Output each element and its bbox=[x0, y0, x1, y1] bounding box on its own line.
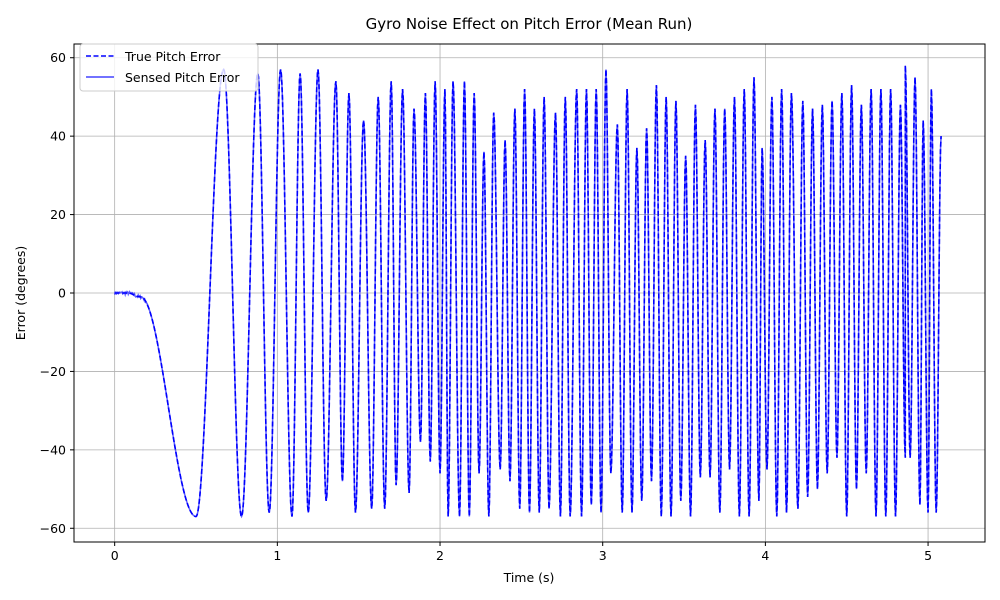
y-axis-title: Error (degrees) bbox=[13, 246, 28, 341]
legend-label-sensed: Sensed Pitch Error bbox=[125, 70, 240, 85]
legend: True Pitch Error Sensed Pitch Error bbox=[79, 43, 259, 92]
y-tick-label: 60 bbox=[50, 50, 66, 65]
x-tick-label: 5 bbox=[924, 548, 932, 563]
ticks: 0 1 2 3 4 5 −60 −40 −20 0 20 40 60 bbox=[40, 50, 932, 563]
y-tick-label: −20 bbox=[40, 364, 66, 379]
legend-box bbox=[79, 43, 259, 92]
grid bbox=[74, 44, 985, 542]
y-tick-label: 40 bbox=[50, 129, 66, 144]
chart-title: Gyro Noise Effect on Pitch Error (Mean R… bbox=[366, 15, 693, 33]
series-line-true-pitch-error bbox=[114, 65, 942, 519]
x-tick-label: 2 bbox=[436, 548, 444, 563]
x-tick-label: 0 bbox=[111, 548, 119, 563]
legend-label-true: True Pitch Error bbox=[124, 49, 221, 64]
x-axis-title: Time (s) bbox=[503, 570, 555, 585]
x-tick-label: 3 bbox=[599, 548, 607, 563]
y-tick-label: 20 bbox=[50, 207, 66, 222]
x-tick-label: 1 bbox=[273, 548, 281, 563]
y-tick-label: 0 bbox=[58, 286, 66, 301]
plot-area bbox=[113, 65, 942, 519]
y-tick-label: −60 bbox=[40, 521, 66, 536]
x-tick-label: 4 bbox=[761, 548, 769, 563]
y-tick-label: −40 bbox=[40, 442, 66, 457]
